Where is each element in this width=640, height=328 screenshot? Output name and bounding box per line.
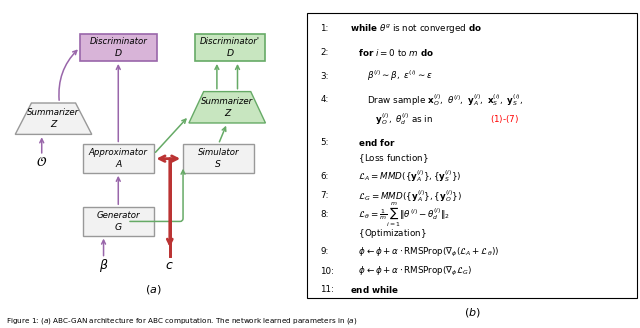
Text: Z: Z bbox=[51, 120, 57, 130]
Text: Figure 1: $(a)$ ABC-GAN architecture for ABC computation. The network learned pa: Figure 1: $(a)$ ABC-GAN architecture for… bbox=[6, 317, 358, 326]
Text: 10:: 10: bbox=[321, 267, 334, 276]
Text: $(b)$: $(b)$ bbox=[463, 306, 481, 319]
Text: Z: Z bbox=[224, 109, 230, 118]
Text: 8:: 8: bbox=[321, 210, 329, 219]
Text: 11:: 11: bbox=[321, 285, 334, 294]
Text: 2:: 2: bbox=[321, 48, 329, 57]
Text: $\mathbf{end\ while}$: $\mathbf{end\ while}$ bbox=[350, 284, 399, 295]
Polygon shape bbox=[189, 92, 266, 123]
Text: Simulator: Simulator bbox=[198, 148, 239, 157]
Text: $\quad \mathcal{L}_G = MMD(\{\mathbf{y}_A^{(i)}\}, \{\mathbf{y}_O^{(i)}\})$: $\quad \mathcal{L}_G = MMD(\{\mathbf{y}_… bbox=[350, 188, 462, 204]
Text: $\quad \mathcal{L}_\theta = \frac{1}{m}\sum_{i=1}^{m} \|\theta^{(i)} - \theta_d^: $\quad \mathcal{L}_\theta = \frac{1}{m}\… bbox=[350, 200, 450, 229]
Text: $\beta$: $\beta$ bbox=[99, 257, 108, 274]
Text: $\quad\quad \beta^{(i)} \sim \beta,\ \epsilon^{(i)} \sim \epsilon$: $\quad\quad \beta^{(i)} \sim \beta,\ \ep… bbox=[350, 69, 433, 83]
Polygon shape bbox=[15, 103, 92, 134]
Text: Discriminator': Discriminator' bbox=[200, 37, 260, 46]
Text: Discriminator: Discriminator bbox=[90, 37, 147, 46]
Text: 1:: 1: bbox=[321, 24, 329, 33]
Text: $\quad \{\mathrm{Loss\ function}\}$: $\quad \{\mathrm{Loss\ function}\}$ bbox=[350, 152, 429, 165]
Text: $\mathbf{while}\ \theta^g\ \mathrm{is\ not\ converged}\ \mathbf{do}$: $\mathbf{while}\ \theta^g\ \mathrm{is\ n… bbox=[350, 22, 483, 35]
Text: 3:: 3: bbox=[321, 72, 329, 81]
Text: $\quad \mathcal{L}_A = MMD(\{\mathbf{y}_A^{(i)}\}, \{\mathbf{y}_S^{(i)}\})$: $\quad \mathcal{L}_A = MMD(\{\mathbf{y}_… bbox=[350, 169, 461, 184]
Bar bbox=[195, 34, 266, 61]
Text: 5:: 5: bbox=[321, 138, 329, 147]
Bar bbox=[80, 34, 157, 61]
Text: D: D bbox=[227, 49, 234, 58]
Text: $\quad \mathbf{end\ for}$: $\quad \mathbf{end\ for}$ bbox=[350, 137, 396, 148]
Text: Approximator: Approximator bbox=[89, 148, 148, 157]
Text: Summarizer: Summarizer bbox=[201, 96, 253, 106]
Text: $\quad \mathbf{for}\ i = 0\ \mathrm{to}\ m\ \mathbf{do}$: $\quad \mathbf{for}\ i = 0\ \mathrm{to}\… bbox=[350, 47, 434, 58]
Text: 4:: 4: bbox=[321, 95, 329, 104]
Text: D: D bbox=[115, 49, 122, 58]
Text: $\quad \phi \leftarrow \phi + \alpha \cdot \mathrm{RMSProp}(\nabla_\phi(\mathcal: $\quad \phi \leftarrow \phi + \alpha \cd… bbox=[350, 245, 499, 258]
Text: A: A bbox=[115, 160, 122, 170]
Text: 9:: 9: bbox=[321, 247, 329, 256]
Text: $(1)$-$(7)$: $(1)$-$(7)$ bbox=[490, 113, 520, 125]
Text: $(a)$: $(a)$ bbox=[145, 283, 162, 297]
Text: Generator: Generator bbox=[97, 211, 140, 220]
Text: $\quad \{\mathrm{Optimization}\}$: $\quad \{\mathrm{Optimization}\}$ bbox=[350, 228, 427, 240]
Text: $c$: $c$ bbox=[166, 259, 174, 272]
Bar bbox=[183, 144, 253, 173]
Text: G: G bbox=[115, 223, 122, 232]
Text: 6:: 6: bbox=[321, 172, 329, 181]
Text: S: S bbox=[216, 160, 221, 170]
Text: $\quad \phi \leftarrow \phi + \alpha \cdot \mathrm{RMSProp}(\nabla_\phi \mathcal: $\quad \phi \leftarrow \phi + \alpha \cd… bbox=[350, 265, 472, 277]
Text: Summarizer: Summarizer bbox=[28, 108, 79, 117]
Text: $\mathcal{O}$: $\mathcal{O}$ bbox=[36, 156, 47, 170]
Bar bbox=[83, 144, 154, 173]
Text: $\quad\quad \mathrm{Draw\ sample}\ \mathbf{x}_O^{(i)},\ \theta^{(i)},\ \mathbf{y: $\quad\quad \mathrm{Draw\ sample}\ \math… bbox=[350, 92, 524, 108]
Text: 7:: 7: bbox=[321, 191, 329, 200]
Bar bbox=[83, 207, 154, 236]
Text: $\quad\quad\quad \mathbf{y}_O^{(i)},\ \theta_d^{(i)}\ \mathrm{as\ in}$: $\quad\quad\quad \mathbf{y}_O^{(i)},\ \t… bbox=[350, 111, 433, 127]
